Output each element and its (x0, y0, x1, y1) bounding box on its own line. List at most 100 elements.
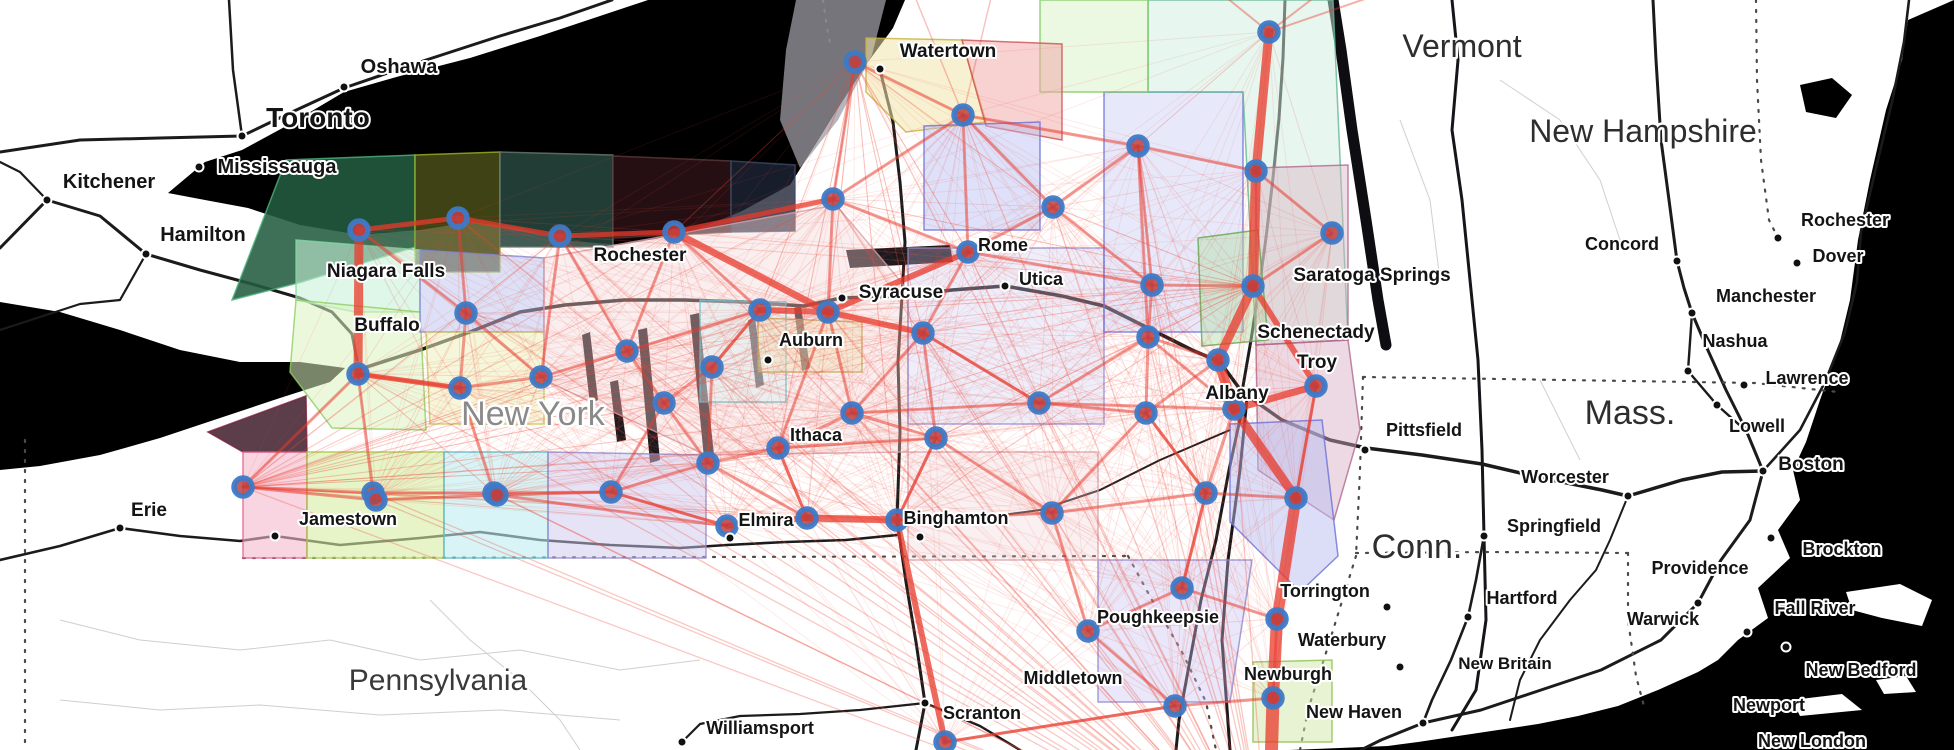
network-edge (935, 437, 1089, 632)
network-nodes-layer[interactable] (231, 20, 1344, 750)
city-dot (1780, 641, 1792, 653)
network-edge (540, 61, 856, 378)
network-edge (457, 61, 856, 219)
network-node[interactable] (1134, 401, 1158, 425)
network-node[interactable] (615, 339, 639, 363)
network-edge (922, 332, 1149, 338)
network-edge (827, 170, 1257, 313)
network-node[interactable] (1041, 195, 1065, 219)
network-node[interactable] (956, 240, 980, 264)
network-node[interactable] (766, 436, 790, 460)
network-node[interactable] (347, 218, 371, 242)
network-edge (626, 350, 1040, 404)
network-edges-layer (241, 0, 1365, 750)
network-node[interactable] (662, 220, 686, 244)
network-edge (777, 447, 898, 521)
network-edge (242, 311, 829, 488)
city-label: Warwick (1627, 609, 1700, 629)
network-edge (465, 312, 779, 449)
network-node[interactable] (231, 475, 255, 499)
network-edge (1268, 0, 1313, 33)
network-node[interactable] (696, 451, 720, 475)
county-line (1399, 119, 1441, 281)
network-edge (372, 309, 761, 494)
network-node[interactable] (1194, 481, 1218, 505)
network-edge (1217, 232, 1333, 361)
city-label: Torrington (1280, 581, 1370, 601)
network-node[interactable] (346, 362, 370, 386)
network-node[interactable] (1140, 273, 1164, 297)
network-edge (493, 492, 1024, 750)
network-edge (1052, 206, 1235, 410)
network-node[interactable] (924, 426, 948, 450)
city-dot (1772, 232, 1784, 244)
network-node[interactable] (1241, 274, 1265, 298)
network-node[interactable] (1136, 325, 1160, 349)
labels-layer: New York Pennsylvania Vermont New Hampshire… (61, 26, 1919, 750)
network-node[interactable] (1304, 374, 1328, 398)
network-edge (935, 437, 946, 743)
network-edge (851, 336, 1149, 414)
network-node[interactable] (652, 391, 676, 415)
network-edge (496, 447, 779, 496)
network-edge (673, 231, 969, 253)
network-edge (832, 198, 898, 521)
network-node[interactable] (1027, 391, 1051, 415)
network-node[interactable] (599, 480, 623, 504)
network-edge (832, 198, 1153, 286)
network-node[interactable] (446, 206, 470, 230)
network-node[interactable] (885, 508, 909, 532)
network-edge (1051, 144, 1140, 209)
network-node[interactable] (821, 187, 845, 211)
network-node[interactable] (454, 301, 478, 325)
network-node[interactable] (1284, 486, 1308, 510)
network-edge (922, 332, 1147, 414)
network-node[interactable] (1265, 607, 1289, 631)
city-dot (269, 530, 281, 542)
network-edge (557, 229, 677, 239)
network-node[interactable] (1320, 221, 1344, 245)
network-node[interactable] (1040, 501, 1064, 525)
network-edge (726, 206, 1054, 527)
network-node[interactable] (448, 376, 472, 400)
network-node[interactable] (1170, 576, 1194, 600)
network-node[interactable] (840, 401, 864, 425)
city-dot (1381, 601, 1393, 613)
network-node[interactable] (748, 298, 772, 322)
network-node[interactable] (843, 50, 867, 74)
network-edge (707, 462, 1053, 514)
network-node[interactable] (548, 224, 572, 248)
network-node[interactable] (816, 300, 840, 324)
network-edge (967, 251, 1040, 404)
network-node[interactable] (529, 365, 553, 389)
state-border-dashed (1754, 0, 1781, 242)
network-node[interactable] (1257, 20, 1281, 44)
network-node[interactable] (1222, 397, 1246, 421)
network-edge (1233, 408, 1278, 620)
network-node[interactable] (1261, 686, 1285, 710)
network-edge (962, 114, 1254, 287)
network-edge (1147, 336, 1242, 750)
network-node[interactable] (1206, 348, 1230, 372)
network-node[interactable] (1163, 694, 1187, 718)
network-node[interactable] (364, 488, 388, 512)
network-edge (711, 332, 924, 368)
network-node[interactable] (1244, 159, 1268, 183)
network-node[interactable] (933, 730, 957, 750)
network-node[interactable] (700, 355, 724, 379)
network-node[interactable] (485, 483, 509, 507)
network-edge (851, 412, 1089, 632)
network-node[interactable] (1126, 134, 1150, 158)
network-node[interactable] (715, 514, 739, 538)
network-node[interactable] (911, 321, 935, 345)
network-edge (851, 412, 1207, 494)
network-edge (851, 412, 1176, 707)
network-edge (1181, 385, 1317, 589)
network-node[interactable] (1076, 619, 1100, 643)
network-edge (1145, 412, 1297, 499)
network-node[interactable] (951, 103, 975, 127)
network-node[interactable] (795, 506, 819, 530)
network-edge (935, 437, 1274, 699)
